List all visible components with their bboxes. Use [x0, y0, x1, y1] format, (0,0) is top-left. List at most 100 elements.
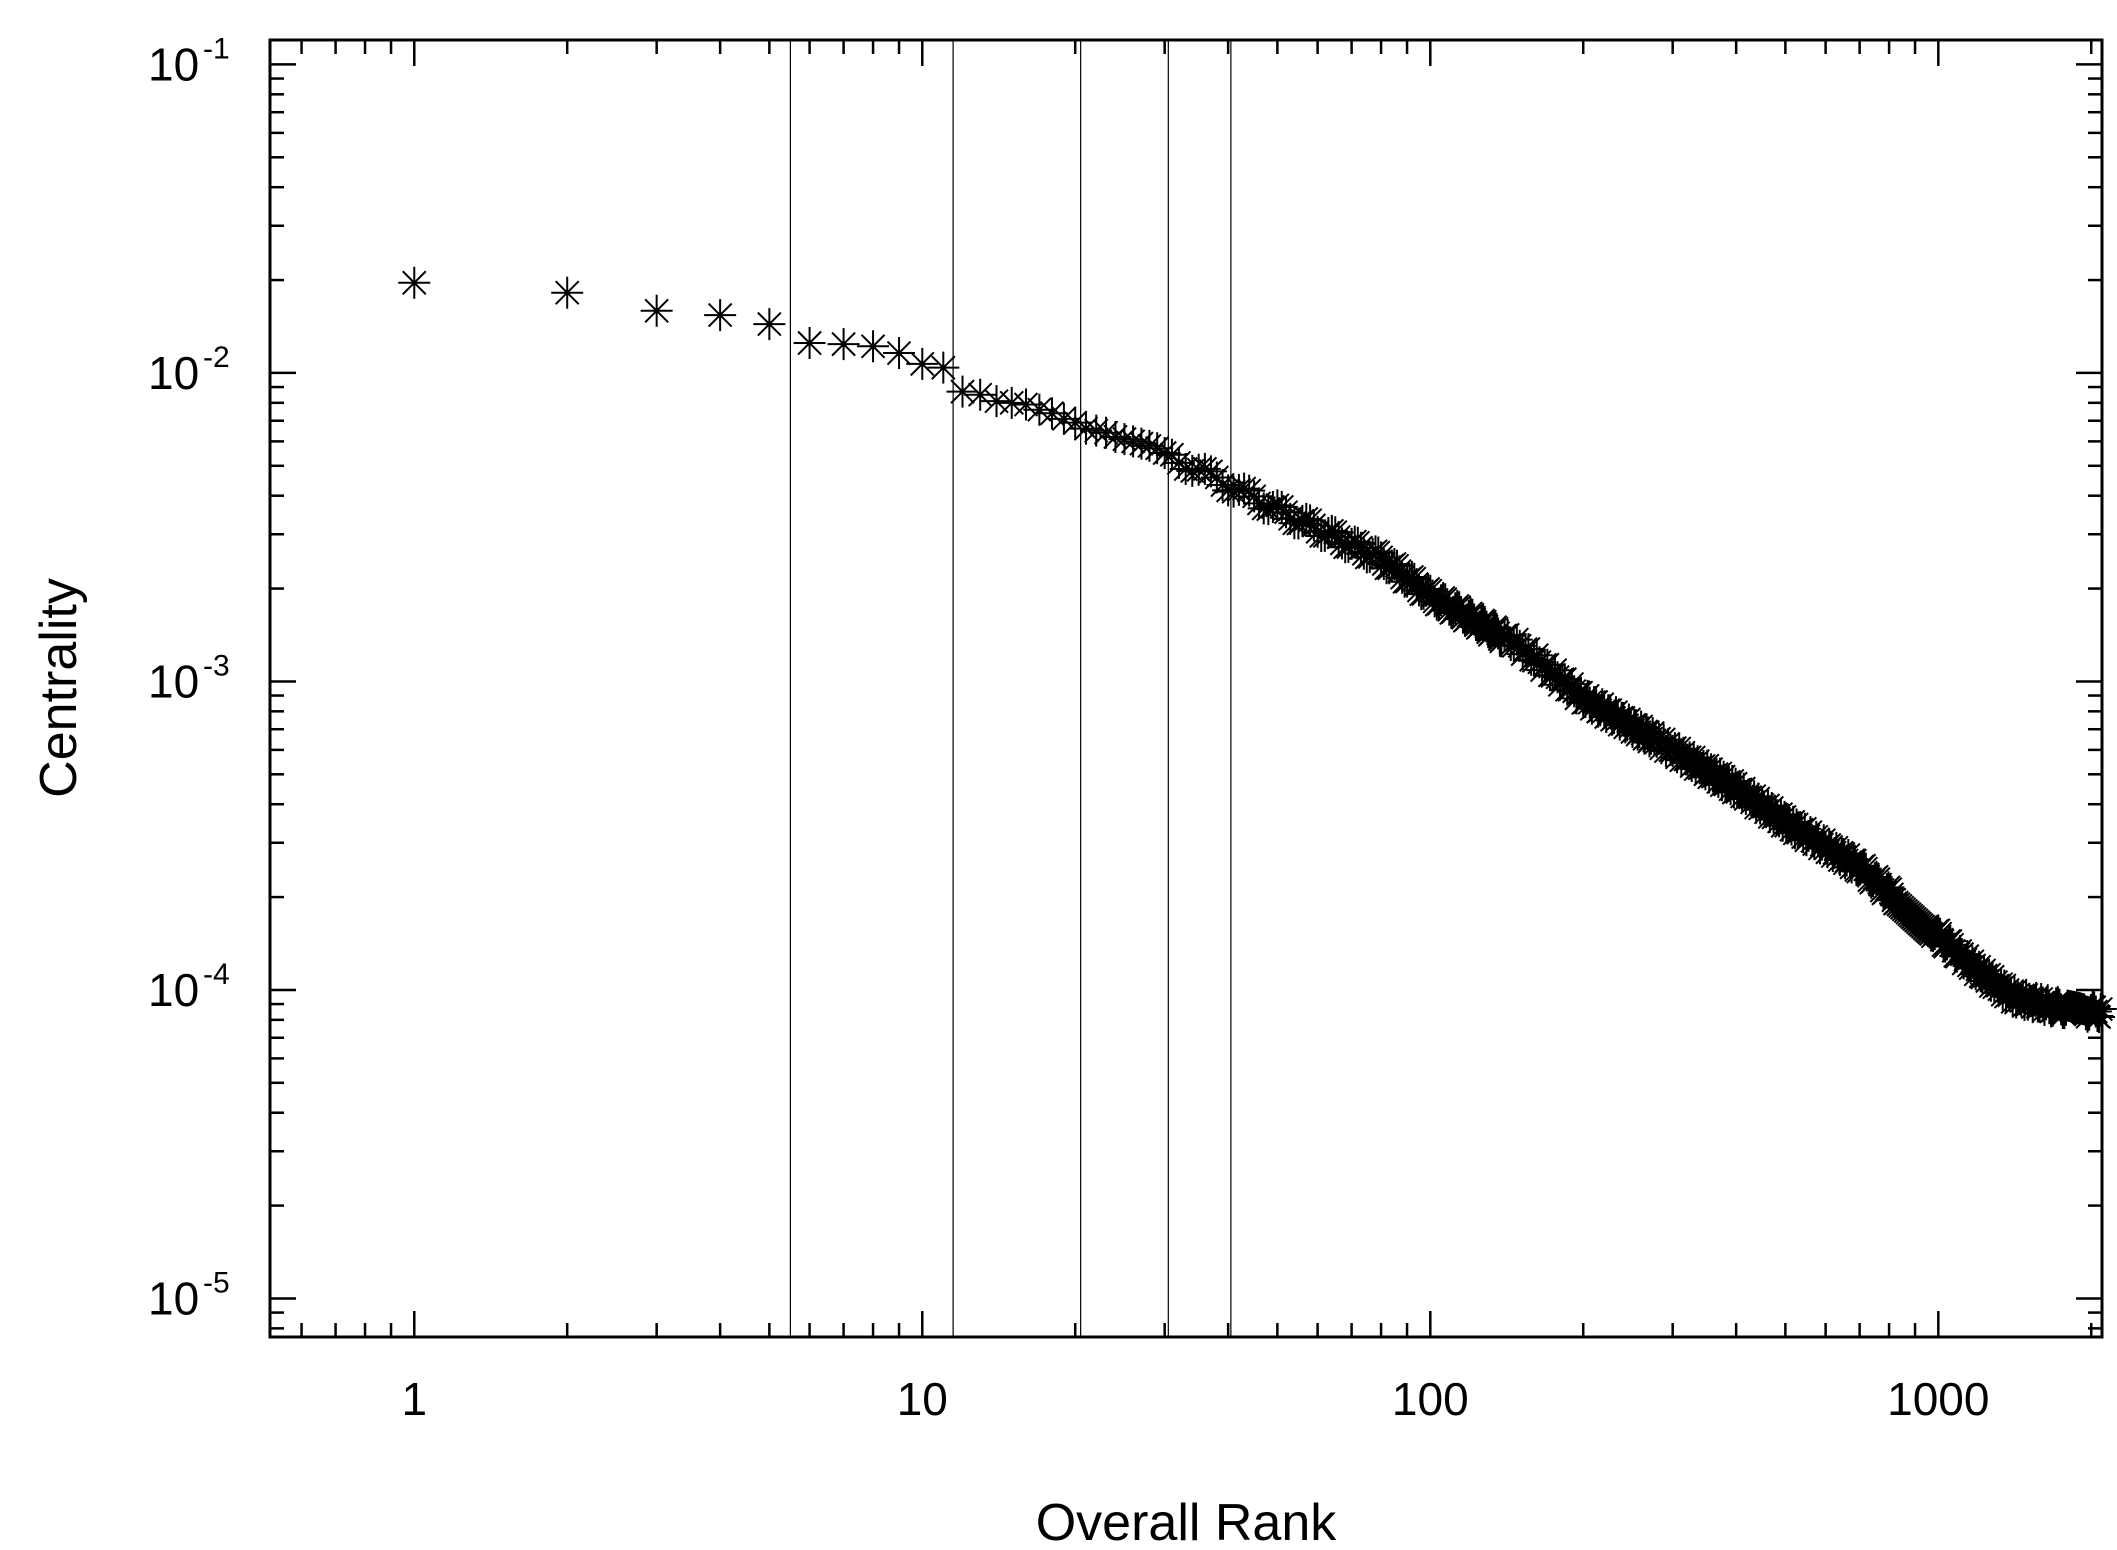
y-tick-label-exponent: -3 — [203, 649, 230, 682]
data-point-327 — [1864, 868, 1897, 901]
data-point-377 — [1949, 943, 1982, 976]
x-tick-label: 1 — [401, 1373, 427, 1425]
data-point-160 — [1548, 663, 1581, 696]
data-point-212 — [1652, 727, 1685, 760]
data-point-85 — [1381, 549, 1414, 582]
data-point-285 — [1788, 812, 1821, 845]
data-point-20 — [1069, 412, 1102, 445]
x-axis-title: Overall Rank — [1036, 1494, 1338, 1550]
y-tick-label-exponent: -1 — [203, 32, 230, 65]
data-point-6 — [827, 328, 860, 361]
data-points — [398, 266, 2117, 1033]
data-point-18 — [1047, 402, 1080, 435]
x-tick-labels: 1 10 100 1000 — [401, 1373, 1989, 1425]
x-tick-label: 100 — [1392, 1373, 1469, 1425]
y-tick-label-base: 10 — [148, 38, 199, 90]
y-tick-label-base: 10 — [148, 964, 199, 1016]
data-point-266 — [1755, 792, 1788, 825]
y-tick-labels: 10-110-210-310-410-5 — [148, 32, 230, 1324]
data-point-219 — [1667, 736, 1700, 769]
plot-frame — [268, 38, 2104, 1339]
y-tick-label-exponent: -5 — [203, 1266, 230, 1299]
data-point-451 — [2073, 998, 2106, 1031]
data-point-23 — [1099, 420, 1132, 453]
data-point-395 — [1980, 966, 2013, 999]
y-tick-label-exponent: -4 — [203, 958, 230, 991]
data-point-44 — [1238, 480, 1271, 513]
data-point-27 — [1133, 429, 1166, 462]
data-point-14 — [995, 386, 1028, 419]
data-point-26 — [1125, 427, 1158, 460]
data-point-454 — [2078, 991, 2111, 1024]
data-point-259 — [1742, 782, 1775, 815]
axis-ticks — [270, 40, 2102, 1337]
data-point-419 — [2020, 981, 2053, 1014]
data-point-269 — [1761, 799, 1794, 832]
data-point-7 — [857, 330, 890, 363]
data-point-153 — [1531, 648, 1564, 681]
x-tick-label: 10 — [897, 1373, 948, 1425]
data-point-1 — [551, 276, 584, 309]
data-point-107 — [1431, 588, 1464, 621]
data-point-71 — [1341, 526, 1374, 559]
data-point-143 — [1503, 629, 1536, 662]
data-point-11 — [946, 375, 979, 408]
data-point-86 — [1383, 555, 1416, 588]
data-point-8 — [883, 337, 916, 370]
data-point-114 — [1445, 596, 1478, 629]
data-point-146 — [1512, 633, 1545, 666]
data-point-100 — [1416, 579, 1449, 612]
data-point-155 — [1536, 659, 1569, 692]
data-point-12 — [964, 378, 997, 411]
data-point-35 — [1188, 452, 1221, 485]
data-point-5 — [793, 327, 826, 360]
data-point-375 — [1945, 938, 1978, 971]
data-point-64 — [1319, 516, 1352, 549]
data-point-51 — [1270, 496, 1303, 529]
data-point-29 — [1148, 437, 1181, 470]
data-point-28 — [1141, 432, 1174, 465]
vertical-reference-lines — [789, 40, 1232, 1337]
data-point-252 — [1727, 772, 1760, 805]
data-point-49 — [1261, 489, 1294, 522]
data-point-21 — [1080, 414, 1113, 447]
data-point-22 — [1090, 416, 1123, 449]
data-point-19 — [1059, 406, 1092, 439]
data-point-25 — [1117, 425, 1150, 458]
data-point-33 — [1176, 454, 1209, 487]
data-point-17 — [1035, 397, 1068, 430]
data-point-40 — [1217, 475, 1250, 508]
data-point-0 — [398, 266, 431, 299]
data-point-37 — [1200, 461, 1233, 494]
data-point-93 — [1400, 568, 1433, 601]
data-point-92 — [1398, 562, 1431, 595]
data-point-306 — [1827, 837, 1860, 870]
data-point-430 — [2038, 991, 2071, 1024]
y-tick-label-exponent: -2 — [203, 341, 230, 374]
y-tick-label-base: 10 — [148, 347, 199, 399]
data-point-4 — [753, 308, 786, 341]
data-point-172 — [1575, 692, 1608, 725]
y-tick-label-base: 10 — [148, 1272, 199, 1324]
data-point-10 — [927, 351, 960, 384]
data-point-16 — [1023, 393, 1056, 426]
x-tick-label: 1000 — [1887, 1373, 1989, 1425]
data-point-42 — [1228, 472, 1261, 505]
data-point-78 — [1362, 536, 1395, 569]
data-point-333 — [1874, 873, 1907, 906]
data-point-195 — [1619, 709, 1652, 742]
data-point-157 — [1541, 661, 1574, 694]
data-point-24 — [1108, 423, 1141, 456]
data-point-47 — [1252, 493, 1285, 526]
data-point-457 — [2083, 1001, 2116, 1033]
data-point-135 — [1482, 617, 1515, 650]
data-point-2 — [640, 294, 673, 327]
data-point-455 — [2079, 995, 2112, 1028]
data-point-13 — [980, 385, 1013, 418]
data-point-334 — [1875, 878, 1908, 911]
data-point-9 — [906, 347, 939, 380]
data-point-3 — [704, 299, 737, 332]
data-point-150 — [1523, 646, 1556, 679]
y-tick-label-base: 10 — [148, 655, 199, 707]
